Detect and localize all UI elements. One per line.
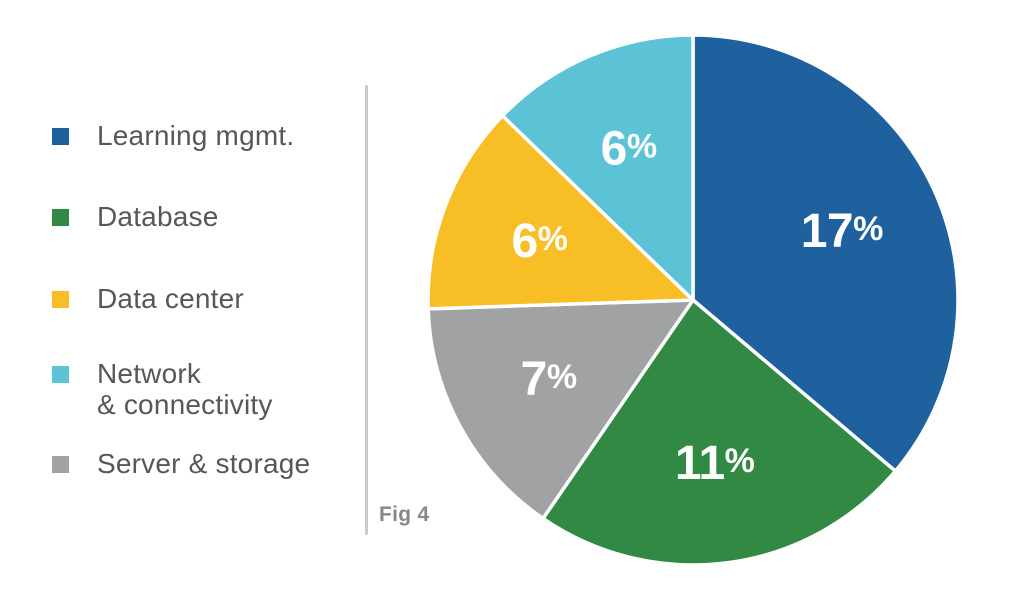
divider-line (365, 85, 368, 535)
legend-swatch (52, 209, 69, 226)
pie-chart: 17% 11% 7% 6% 6% (425, 32, 961, 568)
pie-slice (426, 114, 695, 311)
pie-slice-label: 6% (511, 214, 567, 267)
legend-swatch (52, 456, 69, 473)
pie-slice (500, 33, 695, 302)
legend-label: Database (97, 201, 219, 232)
legend-item: Learning mgmt. (52, 120, 294, 151)
pie-slice (426, 298, 695, 521)
legend-swatch (52, 291, 69, 308)
figure-caption: Fig 4 (379, 503, 430, 526)
legend-label: Server & storage (97, 448, 311, 479)
pie-slice (691, 33, 960, 473)
legend-item: Network & connectivity (52, 358, 273, 420)
legend-item: Database (52, 201, 218, 232)
legend-item: Data center (52, 283, 244, 314)
legend-swatch (52, 128, 69, 145)
pie-slice-label: 6% (601, 122, 657, 175)
pie-slice-label: 7% (521, 353, 577, 406)
pie-slice (541, 298, 898, 567)
pie-slice-label: 11% (675, 436, 755, 489)
pie-chart-svg: 17% 11% 7% 6% 6% (426, 33, 960, 567)
legend-item: Server & storage (52, 448, 310, 479)
legend-label: Data center (97, 283, 244, 314)
legend-label: Learning mgmt. (97, 120, 295, 151)
chart-legend: Learning mgmt. Database Data center Network… (0, 0, 360, 615)
legend-swatch (52, 366, 69, 383)
legend-label: Network & connectivity (97, 358, 273, 420)
pie-slice-label: 17% (801, 204, 884, 257)
